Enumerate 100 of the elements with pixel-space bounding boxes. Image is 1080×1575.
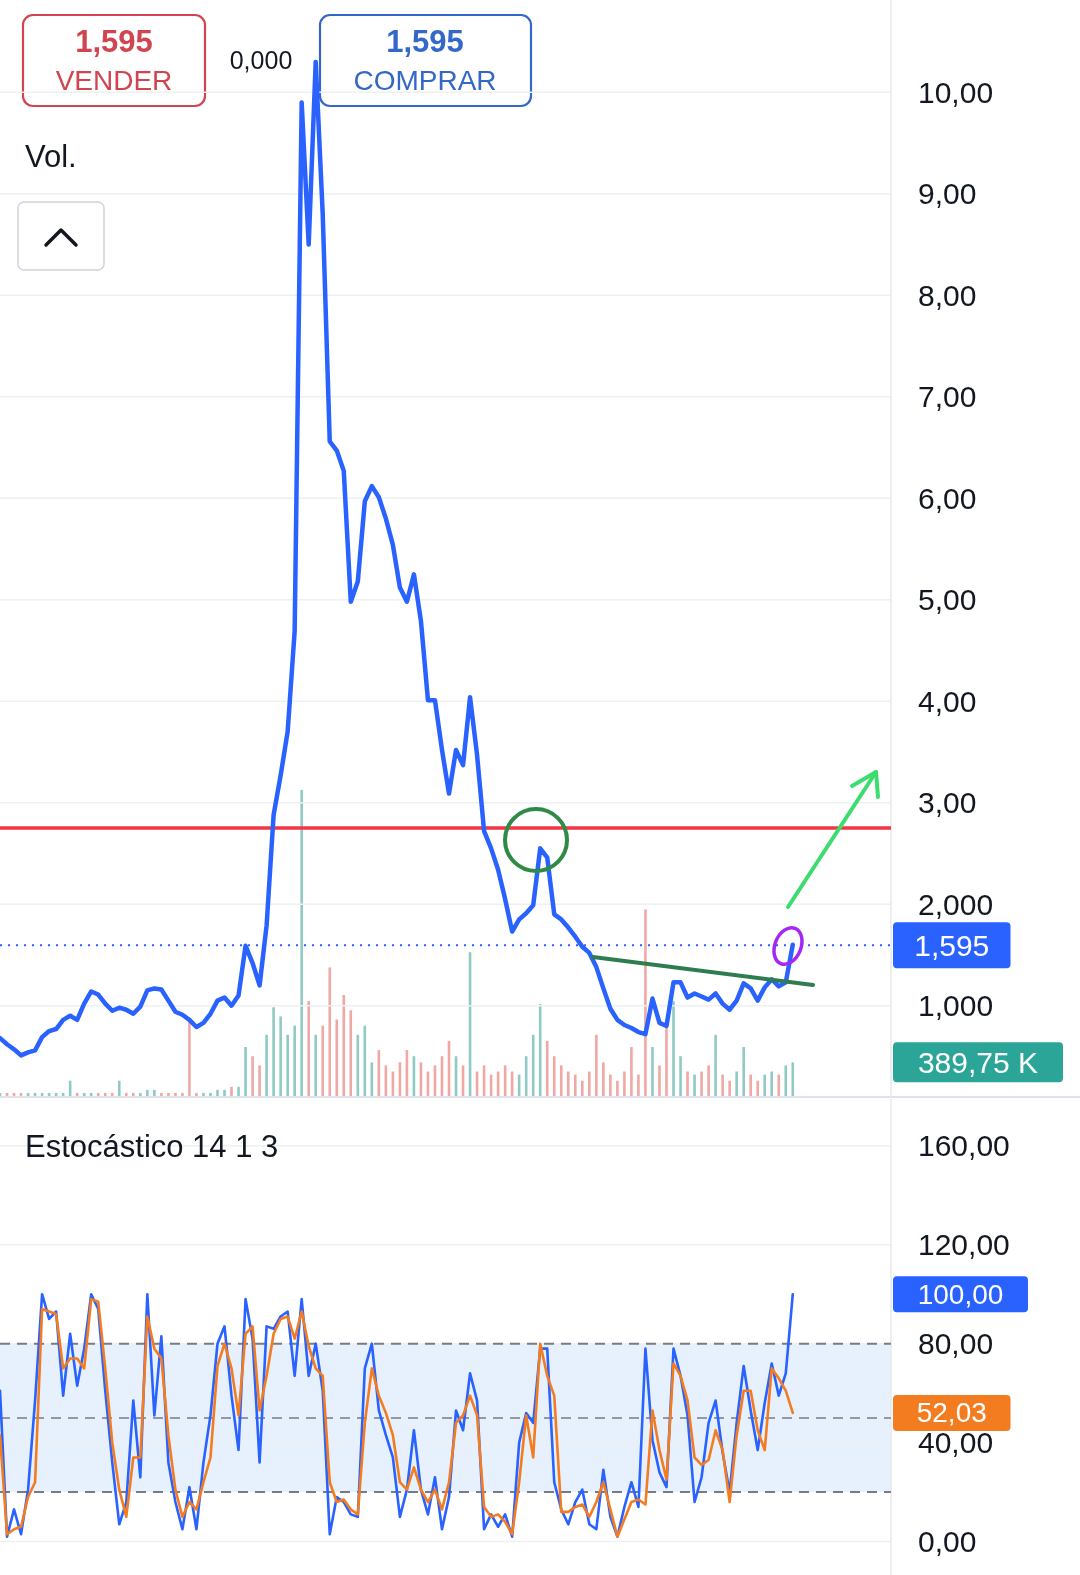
y-tick-label: 7,00 <box>918 380 977 414</box>
bar <box>167 1092 170 1096</box>
bar <box>693 1074 696 1096</box>
bar <box>153 1089 156 1096</box>
bar <box>335 1019 339 1096</box>
bar <box>103 1092 107 1096</box>
bar <box>272 1007 275 1096</box>
bar <box>146 1089 149 1096</box>
bar <box>679 1056 682 1096</box>
bar <box>174 1092 177 1096</box>
bar <box>658 1065 661 1096</box>
bar <box>672 1001 675 1096</box>
bar <box>244 1047 247 1096</box>
annotation: 0,000 <box>229 46 293 74</box>
bar <box>209 1092 212 1096</box>
bar <box>552 1056 556 1096</box>
bar <box>763 1074 767 1096</box>
y-tick-label: 9,00 <box>918 177 977 211</box>
bar <box>538 1004 542 1096</box>
bar <box>651 1047 654 1096</box>
bar <box>265 1034 268 1096</box>
bar <box>566 1071 570 1096</box>
bar <box>609 1074 612 1096</box>
bar <box>181 1092 184 1096</box>
bar <box>139 1092 142 1096</box>
bar <box>573 1074 577 1096</box>
bar <box>286 1034 289 1096</box>
bar <box>595 1034 598 1096</box>
bar <box>328 967 332 1096</box>
bar <box>300 790 303 1096</box>
bar <box>314 1034 318 1096</box>
bar <box>216 1089 219 1096</box>
bar <box>89 1092 93 1096</box>
bar <box>749 1074 752 1096</box>
bar <box>623 1071 626 1096</box>
bar <box>349 1010 353 1096</box>
bar <box>124 1092 128 1096</box>
y-tick-label: 1,000 <box>918 989 994 1023</box>
y-tick-label: 5,00 <box>918 583 977 617</box>
annotation: 1,595 <box>386 23 464 59</box>
annotation: 1,595 <box>75 23 153 59</box>
bar <box>728 1080 731 1096</box>
bar <box>230 1086 233 1096</box>
bar <box>770 1071 774 1096</box>
bar <box>581 1080 584 1096</box>
y-tick-label: 8,00 <box>918 278 977 312</box>
y-tick-label: 10,00 <box>918 75 994 109</box>
bar <box>258 1065 261 1096</box>
annotation: COMPRAR <box>353 64 497 96</box>
text: 52,03 <box>916 1397 987 1429</box>
bar <box>545 1040 549 1096</box>
ref-line-label: 1,595 <box>914 928 990 962</box>
y-tick-label: 160,00 <box>918 1129 1010 1163</box>
bar <box>644 909 647 1096</box>
bar <box>616 1080 619 1096</box>
bar <box>117 1080 121 1096</box>
bar <box>321 1025 325 1096</box>
bar <box>588 1071 591 1096</box>
bar <box>742 1047 745 1096</box>
bar <box>110 1092 114 1096</box>
y-tick-label: 6,00 <box>918 481 977 515</box>
bar <box>202 1092 205 1096</box>
bar <box>637 1074 640 1096</box>
bar <box>630 1047 633 1096</box>
bar <box>714 1034 717 1096</box>
y-tick-label: 120,00 <box>918 1228 1010 1262</box>
bar <box>602 1062 605 1096</box>
y-tick-label: 3,00 <box>918 786 977 820</box>
bar <box>686 1071 689 1096</box>
bar <box>784 1065 788 1096</box>
bar <box>700 1071 703 1096</box>
bar <box>342 995 346 1096</box>
chart-title: Vol. <box>25 138 77 174</box>
annotation: VENDER <box>55 64 173 96</box>
y-tick-label: 80,00 <box>918 1327 994 1361</box>
bar <box>160 1092 163 1096</box>
bar <box>307 1001 310 1096</box>
bar <box>223 1089 226 1096</box>
y-tick-label: 40,00 <box>918 1426 994 1460</box>
bar <box>237 1086 240 1096</box>
bar <box>756 1080 759 1096</box>
bar <box>188 1019 191 1096</box>
bar <box>791 1062 795 1096</box>
y-tick-label: 2,000 <box>918 887 994 921</box>
bar <box>132 1092 135 1096</box>
bar <box>279 1016 282 1096</box>
bar <box>293 1025 296 1096</box>
text: 100,00 <box>917 1278 1004 1310</box>
y-tick-label: 0,00 <box>918 1525 977 1559</box>
bar <box>96 1092 100 1096</box>
bar <box>721 1074 724 1096</box>
bar <box>251 1056 254 1096</box>
bar <box>195 1092 198 1096</box>
text: Estocástico 14 1 3 <box>25 1128 279 1164</box>
bar <box>559 1065 563 1096</box>
bar <box>777 1074 781 1096</box>
y-tick-label: 4,00 <box>918 684 977 718</box>
bar <box>707 1065 710 1096</box>
bar <box>735 1071 738 1096</box>
text: 389,75 K <box>917 1045 1039 1079</box>
